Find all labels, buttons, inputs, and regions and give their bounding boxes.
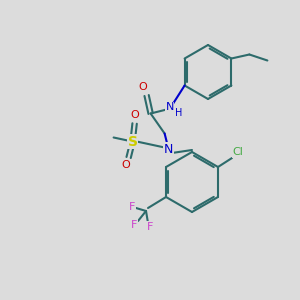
Text: O: O: [130, 110, 139, 121]
Text: N: N: [165, 103, 174, 112]
Text: O: O: [121, 160, 130, 170]
Text: F: F: [129, 202, 135, 212]
Text: N: N: [164, 143, 173, 156]
Text: F: F: [131, 220, 137, 230]
Text: Cl: Cl: [232, 147, 243, 157]
Text: S: S: [128, 134, 138, 148]
Text: F: F: [147, 222, 153, 232]
Text: O: O: [138, 82, 147, 92]
Text: H: H: [175, 107, 182, 118]
